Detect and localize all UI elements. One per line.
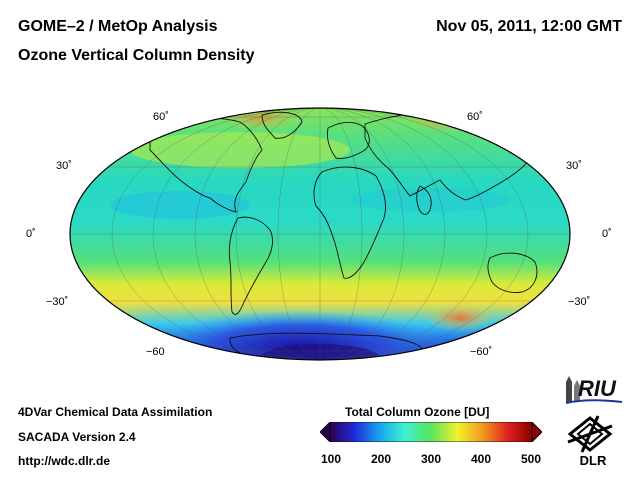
colorbar-tick-300: 300: [420, 452, 442, 466]
dlr-logo: DLR: [567, 415, 613, 468]
lat-label-right-60: 60˚: [467, 111, 483, 123]
colorbar-low-arrow: [320, 422, 331, 442]
dlr-logo-text: DLR: [580, 453, 607, 468]
lat-label-left-0: 0˚: [26, 228, 36, 240]
footer-url[interactable]: http://wdc.dlr.de: [18, 454, 110, 468]
colorbar-title: Total Column Ozone [DU]: [345, 405, 490, 419]
lat-label-left-60: 60˚: [153, 111, 169, 123]
lat-label-left-minus60: −60: [146, 346, 165, 358]
colorbar-high-arrow: [531, 422, 542, 442]
map-datetime: Nov 05, 2011, 12:00 GMT: [436, 18, 622, 35]
globe-outline: [69, 107, 571, 361]
lat-label-right-minus30: −30˚: [568, 296, 591, 308]
lat-label-left-30: 30˚: [56, 160, 72, 172]
graticule: [70, 108, 570, 360]
footer-method: 4DVar Chemical Data Assimilation: [18, 405, 213, 419]
riu-logo: RIU: [565, 376, 623, 404]
lat-label-left-minus30: −30˚: [46, 296, 69, 308]
lat-label-right-30: 30˚: [566, 160, 582, 172]
lat-label-right-minus60: −60˚: [470, 346, 493, 358]
colorbar-tick-200: 200: [370, 452, 392, 466]
colorbar-tick-500: 500: [520, 452, 542, 466]
map-subtitle: Ozone Vertical Column Density: [18, 47, 255, 64]
colorbar: [320, 422, 542, 442]
colorbar-tick-100: 100: [320, 452, 342, 466]
lat-label-right-0: 0˚: [602, 228, 612, 240]
map-title: GOME–2 / MetOp Analysis: [18, 18, 218, 35]
colorbar-gradient: [329, 422, 533, 442]
colorbar-tick-400: 400: [470, 452, 492, 466]
footer-version: SACADA Version 2.4: [18, 430, 136, 444]
riu-logo-text: RIU: [578, 376, 617, 401]
